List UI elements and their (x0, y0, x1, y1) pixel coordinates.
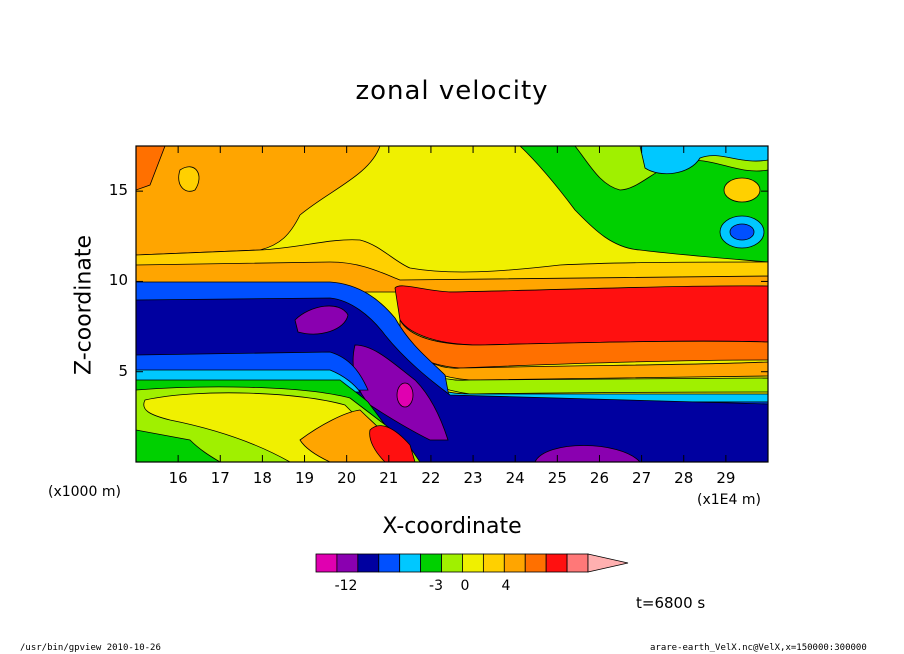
footer-right: arare-earth_VelX.nc@VelX,x=150000:300000 (650, 643, 867, 653)
footer-left: /usr/bin/gpview 2010-10-26 (20, 643, 161, 653)
x-tick-label: 18 (252, 469, 272, 487)
x-tick-label: 21 (379, 469, 399, 487)
band-lightgreen (399, 354, 768, 395)
y-unit-note: (x1000 m) (48, 484, 121, 500)
colorbar-label: -12 (334, 578, 358, 594)
x-tick-label: 26 (589, 469, 609, 487)
plot-frame (135, 145, 769, 463)
region-red-jet (394, 285, 768, 346)
x-tick-label: 17 (210, 469, 230, 487)
x-axis-label: X-coordinate (382, 514, 522, 539)
x-tick-label: 20 (337, 469, 357, 487)
region-upper-cyan (639, 146, 768, 175)
x-tick-label: 25 (547, 469, 567, 487)
x-ticks (177, 146, 727, 462)
x-tick-label: 22 (421, 469, 441, 487)
colorbar-swatch (503, 553, 526, 573)
colorbar-swatch (545, 553, 568, 573)
chart-title: zonal velocity (355, 76, 549, 106)
region-lower-red (369, 425, 416, 462)
colorbar-swatch (357, 553, 380, 573)
y-ticks (136, 190, 768, 373)
colorbar-label: -3 (429, 578, 443, 594)
region-purple-left (294, 305, 349, 335)
region-magenta (396, 382, 414, 408)
region-orange-ellipse (723, 177, 761, 203)
y-tick-label: 10 (108, 271, 128, 290)
region-upper-green (519, 146, 768, 263)
colorbar-swatch (420, 553, 442, 573)
colorbar (315, 553, 629, 573)
colorbar-swatch (524, 553, 547, 573)
colorbar-label: 4 (501, 578, 511, 594)
colorbar-swatch (441, 553, 463, 573)
x-tick-label: 28 (674, 469, 694, 487)
colorbar-swatch (399, 553, 422, 573)
region-yellow-blob (178, 166, 200, 192)
x-tick-label: 19 (294, 469, 315, 487)
x-tick-label: 27 (632, 469, 652, 487)
contour-field (136, 146, 768, 462)
colorbar-swatch (378, 553, 401, 573)
region-blue-ellipse (729, 223, 755, 241)
y-axis-label: Z-coordinate (71, 235, 97, 375)
x-tick-label: 29 (716, 469, 736, 487)
y-tick-label: 15 (108, 181, 128, 200)
region-upper-darkorange (136, 146, 166, 191)
x-tick-label: 24 (505, 469, 525, 487)
colorbar-swatch (336, 553, 359, 573)
y-tick-label: 5 (118, 361, 128, 380)
x-tick-label: 16 (168, 469, 188, 487)
time-annotation: t=6800 s (636, 594, 706, 612)
colorbar-swatch (566, 553, 589, 573)
band-lower-orange (399, 339, 768, 381)
region-bottom-purple (534, 445, 641, 462)
band-red-orange (399, 318, 768, 369)
colorbar-arrow (587, 553, 629, 573)
colorbar-swatch (315, 553, 338, 573)
x-tick-label: 23 (463, 469, 483, 487)
colorbar-swatch (462, 553, 484, 573)
colorbar-label: 0 (460, 578, 470, 594)
colorbar-swatch (482, 553, 505, 573)
x-unit-note: (x1E4 m) (697, 492, 761, 508)
